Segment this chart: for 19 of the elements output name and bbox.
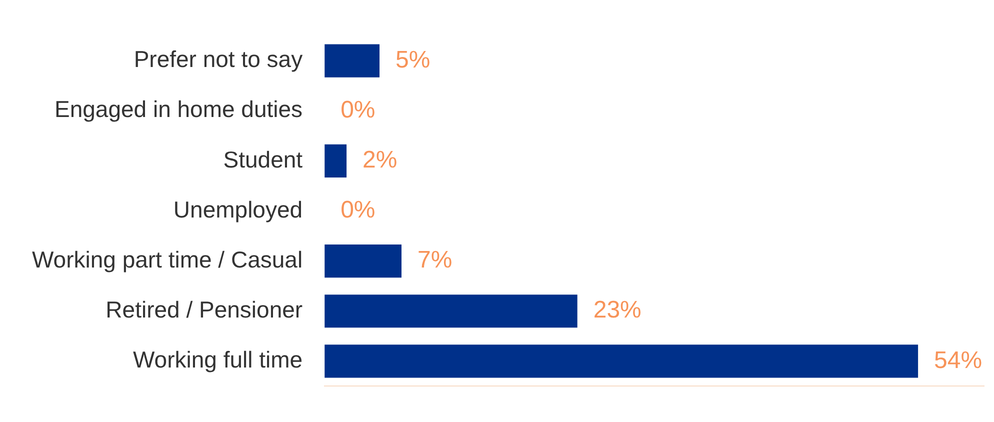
y-tick-label: Student — [223, 146, 304, 172]
y-tick-label: Unemployed — [173, 196, 303, 222]
bar — [324, 44, 380, 78]
y-tick-label: Working part time / Casual — [32, 246, 303, 272]
bar — [324, 344, 918, 378]
data-label: 2% — [362, 146, 398, 174]
bar — [324, 294, 578, 328]
bar — [324, 244, 402, 278]
data-label: 54% — [934, 346, 982, 374]
y-tick-label: Prefer not to say — [134, 46, 304, 72]
y-tick-label: Working full time — [132, 346, 303, 373]
y-tick-label: Engaged in home duties — [54, 96, 303, 122]
data-label: 7% — [418, 246, 452, 274]
data-label: 23% — [593, 296, 642, 324]
data-label: 0% — [340, 96, 376, 124]
bar — [324, 144, 347, 178]
data-label: 5% — [396, 46, 430, 74]
data-label: 0% — [340, 196, 376, 224]
y-tick-label: Retired / Pensioner — [106, 296, 303, 322]
